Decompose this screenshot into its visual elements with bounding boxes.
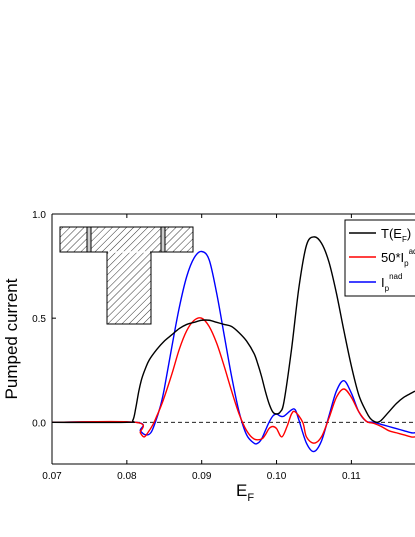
x-axis-title-main: E xyxy=(236,481,247,500)
x-tick-label: 0.10 xyxy=(267,471,287,482)
series-layer xyxy=(52,236,415,453)
x-tick-label: 0.11 xyxy=(342,471,361,482)
legend: T(EF) 50*Ipad Ipnad xyxy=(344,219,415,297)
legend-box xyxy=(344,219,415,297)
inset-barrier-right xyxy=(160,226,166,253)
inset-barrier-left xyxy=(86,226,92,253)
legend-label-1: 50*Ipad xyxy=(381,247,415,268)
x-axis-title: EF xyxy=(236,481,254,504)
legend-label-2: Ipnad xyxy=(381,272,402,293)
inset-schematic xyxy=(59,226,194,325)
x-tick-label: 0.09 xyxy=(192,471,212,482)
y-tick-label: 1.0 xyxy=(32,210,46,221)
series-line-1 xyxy=(52,317,415,444)
y-axis-title: Pumped current xyxy=(2,278,21,399)
x-ticks: 0.07 0.08 0.09 0.10 0.11 xyxy=(42,214,361,482)
y-tick-label: 0.0 xyxy=(32,418,46,429)
inset-top-bar xyxy=(59,226,194,253)
y-tick-label: 0.5 xyxy=(32,314,46,325)
series-line-0 xyxy=(52,236,415,424)
legend-label-0: T(EF) xyxy=(381,226,411,244)
x-tick-label: 0.08 xyxy=(117,471,137,482)
x-tick-label: 0.07 xyxy=(42,471,62,482)
x-axis-title-sub: F xyxy=(247,492,254,504)
inset-stem xyxy=(106,251,152,325)
